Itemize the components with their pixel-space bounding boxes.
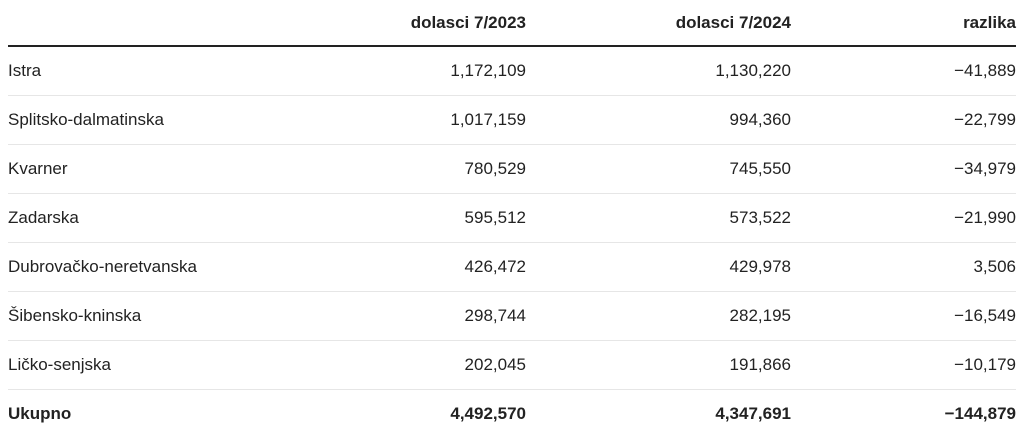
arrivals-2024-cell: 573,522 (526, 194, 791, 243)
difference-cell: −21,990 (791, 194, 1016, 243)
header-difference: razlika (791, 0, 1016, 46)
table-row: Šibensko-kninska 298,744 282,195 −16,549 (8, 292, 1016, 341)
difference-cell: −22,799 (791, 96, 1016, 145)
table-body: Istra 1,172,109 1,130,220 −41,889 Splits… (8, 46, 1016, 438)
table-row: Istra 1,172,109 1,130,220 −41,889 (8, 46, 1016, 96)
arrivals-table-container: dolasci 7/2023 dolasci 7/2024 razlika Is… (8, 0, 1016, 438)
arrivals-2024-cell: 282,195 (526, 292, 791, 341)
arrivals-2024-cell: 1,130,220 (526, 46, 791, 96)
region-cell: Kvarner (8, 145, 264, 194)
region-cell: Zadarska (8, 194, 264, 243)
table-row: Kvarner 780,529 745,550 −34,979 (8, 145, 1016, 194)
arrivals-2023-cell: 595,512 (264, 194, 526, 243)
arrivals-2023-cell: 780,529 (264, 145, 526, 194)
table-row: Splitsko-dalmatinska 1,017,159 994,360 −… (8, 96, 1016, 145)
arrivals-2024-cell: 994,360 (526, 96, 791, 145)
region-cell: Splitsko-dalmatinska (8, 96, 264, 145)
difference-cell: −34,979 (791, 145, 1016, 194)
difference-cell: −10,179 (791, 341, 1016, 390)
header-row: dolasci 7/2023 dolasci 7/2024 razlika (8, 0, 1016, 46)
difference-cell: −41,889 (791, 46, 1016, 96)
table-row: Ličko-senjska 202,045 191,866 −10,179 (8, 341, 1016, 390)
arrivals-table: dolasci 7/2023 dolasci 7/2024 razlika Is… (8, 0, 1016, 438)
arrivals-2023-cell: 202,045 (264, 341, 526, 390)
difference-cell: −16,549 (791, 292, 1016, 341)
arrivals-2024-cell: 745,550 (526, 145, 791, 194)
arrivals-2024-cell: 191,866 (526, 341, 791, 390)
arrivals-2024-cell: 429,978 (526, 243, 791, 292)
table-header: dolasci 7/2023 dolasci 7/2024 razlika (8, 0, 1016, 46)
difference-cell: 3,506 (791, 243, 1016, 292)
table-row: Zadarska 595,512 573,522 −21,990 (8, 194, 1016, 243)
header-arrivals-2023: dolasci 7/2023 (264, 0, 526, 46)
arrivals-2023-cell: 1,172,109 (264, 46, 526, 96)
arrivals-2023-cell: 298,744 (264, 292, 526, 341)
arrivals-2023-cell: 426,472 (264, 243, 526, 292)
header-region (8, 0, 264, 46)
header-arrivals-2024: dolasci 7/2024 (526, 0, 791, 46)
arrivals-2023-cell: 1,017,159 (264, 96, 526, 145)
region-cell: Šibensko-kninska (8, 292, 264, 341)
region-cell: Istra (8, 46, 264, 96)
table-row: Dubrovačko-neretvanska 426,472 429,978 3… (8, 243, 1016, 292)
region-cell: Dubrovačko-neretvanska (8, 243, 264, 292)
region-cell: Ličko-senjska (8, 341, 264, 390)
